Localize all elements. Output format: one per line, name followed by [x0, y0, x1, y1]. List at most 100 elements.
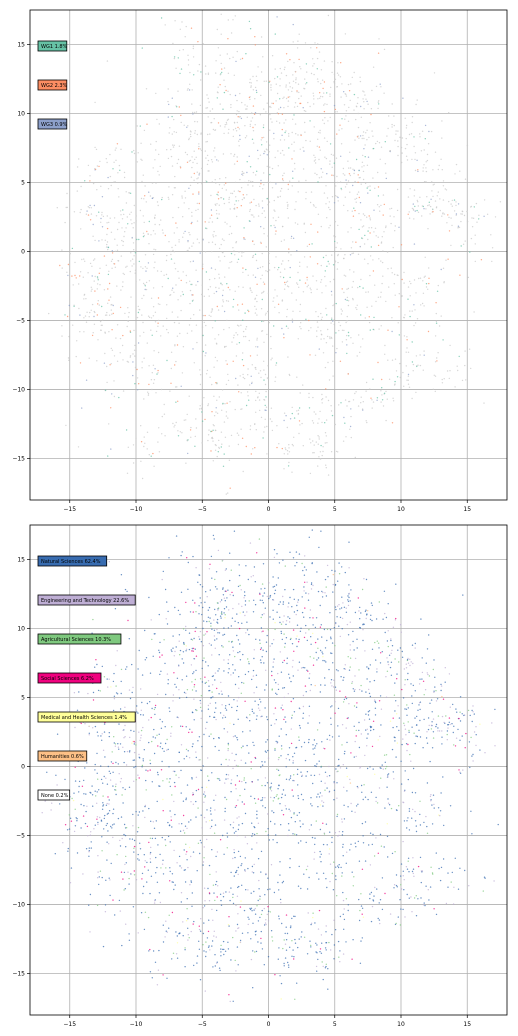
scatter-point-background: [280, 240, 283, 242]
scatter-point-background: [280, 263, 283, 265]
scatter-point: [301, 596, 303, 598]
scatter-point: [297, 795, 299, 797]
scatter-point: [197, 842, 200, 844]
scatter-point: [403, 790, 406, 792]
scatter-point: [289, 638, 292, 641]
scatter-point: [378, 787, 381, 789]
scatter-point-background: [354, 139, 356, 141]
scatter-point: [447, 724, 450, 726]
scatter-point: [407, 860, 409, 862]
scatter-point: [180, 792, 182, 794]
scatter-point-background: [189, 130, 192, 132]
scatter-point-background: [407, 375, 410, 377]
scatter-point: [296, 90, 298, 92]
scatter-point: [415, 825, 417, 827]
scatter-point-background: [331, 61, 333, 63]
scatter-point-background: [236, 261, 239, 263]
scatter-point-background: [89, 175, 91, 177]
scatter-point-background: [263, 136, 265, 139]
scatter-point: [188, 648, 191, 651]
scatter-point: [200, 842, 202, 844]
scatter-point: [280, 824, 282, 826]
scatter-point: [471, 833, 473, 835]
scatter-point: [220, 944, 222, 947]
scatter-point: [313, 657, 315, 659]
scatter-point: [309, 354, 311, 356]
scatter-point: [478, 218, 480, 220]
scatter-point-background: [68, 335, 70, 338]
scatter-point: [360, 105, 362, 108]
scatter-point: [292, 779, 294, 782]
scatter-point: [272, 102, 274, 105]
scatter-point-background: [247, 274, 249, 276]
scatter-point: [210, 267, 213, 269]
scatter-point: [144, 659, 146, 661]
scatter-point-background: [173, 426, 175, 428]
scatter-point: [320, 780, 322, 782]
scatter-point: [193, 637, 195, 640]
scatter-point-background: [307, 101, 309, 104]
scatter-point: [253, 797, 256, 800]
scatter-point: [333, 789, 336, 791]
scatter-point: [95, 795, 97, 797]
scatter-point-background: [322, 171, 324, 173]
scatter-point: [101, 196, 104, 198]
scatter-point-background: [320, 82, 322, 85]
scatter-point-background: [109, 175, 112, 178]
scatter-point: [202, 944, 204, 946]
scatter-point: [368, 718, 371, 720]
scatter-point-background: [236, 215, 238, 218]
scatter-point: [124, 706, 126, 708]
scatter-point: [102, 945, 105, 948]
scatter-point: [406, 339, 408, 341]
scatter-point-background: [415, 103, 417, 106]
scatter-point: [168, 707, 170, 709]
scatter-point: [345, 898, 348, 900]
scatter-point-background: [255, 308, 257, 310]
scatter-point: [138, 756, 140, 758]
scatter-point-background: [179, 332, 181, 335]
scatter-point-background: [163, 403, 165, 406]
scatter-point: [212, 696, 214, 698]
scatter-point: [152, 821, 154, 823]
scatter-point-background: [332, 154, 334, 156]
scatter-point: [162, 798, 164, 801]
scatter-point-background: [409, 310, 411, 312]
scatter-point-background: [474, 260, 476, 263]
scatter-point: [414, 717, 416, 719]
scatter-point: [314, 745, 317, 747]
scatter-point: [96, 791, 98, 793]
scatter-point-background: [338, 129, 340, 131]
scatter-point-background: [304, 78, 306, 80]
scatter-point-background: [401, 152, 403, 154]
scatter-point-background: [297, 412, 300, 415]
scatter-point-background: [202, 238, 204, 240]
scatter-point: [201, 710, 203, 712]
scatter-point: [96, 818, 98, 820]
scatter-point: [162, 859, 164, 861]
scatter-point-background: [196, 133, 198, 136]
scatter-point-background: [113, 380, 115, 382]
scatter-point-background: [128, 311, 130, 314]
scatter-point: [224, 950, 227, 952]
scatter-point-background: [353, 109, 355, 111]
scatter-point: [258, 538, 261, 540]
scatter-point: [209, 810, 212, 812]
scatter-point-background: [363, 91, 365, 93]
scatter-point-background: [228, 201, 230, 204]
scatter-point-background: [286, 426, 288, 429]
scatter-point: [402, 738, 404, 740]
scatter-point: [111, 250, 114, 252]
scatter-point: [84, 822, 87, 825]
scatter-point: [305, 775, 307, 777]
scatter-point-background: [317, 81, 319, 83]
scatter-point: [254, 934, 257, 936]
scatter-point: [131, 742, 133, 744]
scatter-point-background: [402, 371, 404, 374]
scatter-point: [100, 778, 103, 781]
scatter-point: [273, 679, 276, 681]
scatter-point: [336, 771, 338, 773]
scatter-point: [309, 689, 311, 692]
scatter-point-background: [283, 139, 286, 141]
scatter-point: [176, 942, 179, 944]
